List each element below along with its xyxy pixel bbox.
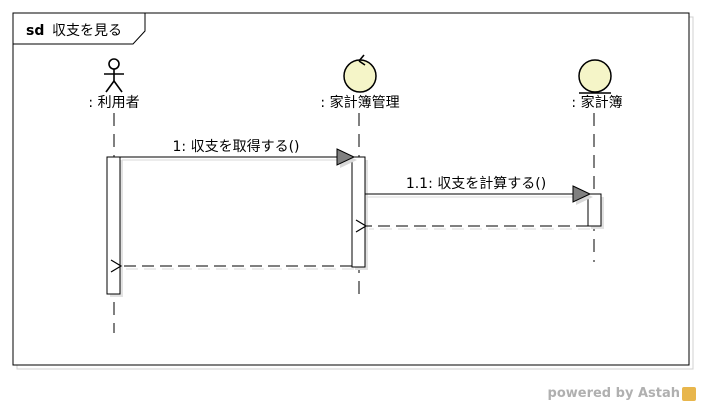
lifeline-label-entity: : 家計簿 [571,94,622,111]
frame-title: 収支を見る [52,23,122,39]
astah-watermark: powered by Astah [548,386,696,401]
frame-tab [12,12,146,45]
message-1-arrowhead [336,148,356,166]
message-1-label: 1: 収支を取得する() [173,138,300,155]
activation-entity [587,193,602,227]
message-1-1-arrowhead [572,185,592,203]
lifeline-label-user: : 利用者 [88,95,139,111]
entity-icon [578,59,612,94]
activation-user [106,156,121,295]
control-icon [343,54,377,93]
astah-logo-icon [682,386,696,401]
footer-text: powered by Astah [547,386,680,401]
activation-ctrl [351,156,366,268]
actor-icon [104,58,124,93]
frame-kind: sd [26,23,44,39]
message-1-1-label: 1.1: 収支を計算する() [406,176,546,192]
lifeline-label-ctrl: : 家計簿管理 [320,94,399,111]
